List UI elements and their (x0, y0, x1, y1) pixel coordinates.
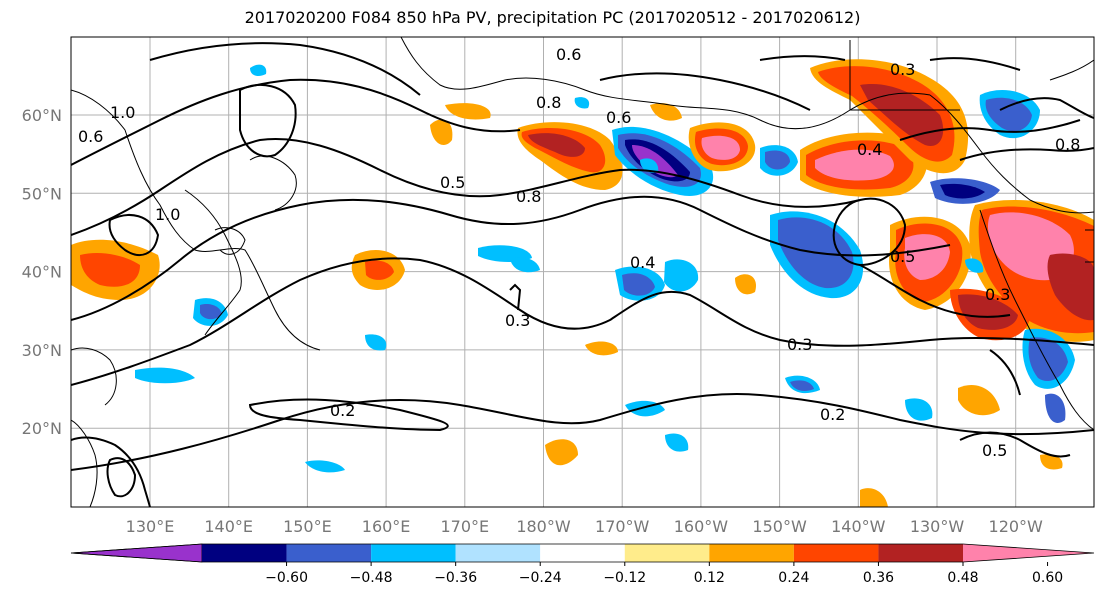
contour-label: 0.8 (536, 93, 561, 112)
colorbar-segment (202, 544, 287, 562)
map-frame (70, 36, 1095, 508)
lon-tick-label: 120°W (989, 517, 1044, 536)
contour-labels: 0.6 0.6 0.8 0.8 1.0 0.5 0.3 0.3 0.2 0.2 … (78, 45, 1080, 460)
colorbar-segment (709, 544, 794, 562)
contour-label: 0.8 (516, 187, 541, 206)
colorbar-label: 0.60 (1032, 570, 1063, 586)
latitude-labels: 60°N 50°N 40°N 30°N 20°N (22, 106, 62, 438)
lon-tick-label: 140°E (204, 517, 253, 536)
colorbar-segment (963, 544, 1094, 562)
contour-label: 0.5 (440, 173, 465, 192)
colorbar-label: −0.60 (265, 570, 308, 586)
contour-label: 0.6 (556, 45, 581, 64)
contour-label: 0.3 (787, 335, 812, 354)
lon-tick-label: 160°W (674, 517, 729, 536)
colorbar-segment (371, 544, 456, 562)
colorbar-label: 0.12 (694, 570, 725, 586)
colorbar-segment (455, 544, 541, 562)
contour-label: 0.2 (820, 405, 845, 424)
lat-tick-label: 50°N (22, 184, 62, 203)
colorbar-segment (540, 544, 625, 562)
colorbar-label: −0.36 (434, 570, 477, 586)
contour-label: 0.3 (890, 60, 915, 79)
contour-label: 0.6 (606, 108, 631, 127)
colorbar-segment (793, 544, 879, 562)
contour-label: 0.8 (1055, 135, 1080, 154)
contour-label: 0.3 (505, 311, 530, 330)
lon-tick-label: 150°W (752, 517, 807, 536)
contour-label: 0.4 (857, 140, 882, 159)
colorbar-label: −0.48 (350, 570, 393, 586)
colorbar-segment (286, 544, 372, 562)
lon-tick-label: 170°E (440, 517, 489, 536)
colorbar-label: −0.24 (519, 570, 562, 586)
lat-tick-label: 40°N (22, 263, 62, 282)
lon-tick-label: 160°E (362, 517, 411, 536)
colorbar-segment (878, 544, 963, 562)
contour-label: 0.3 (985, 285, 1010, 304)
lon-tick-label: 150°E (283, 517, 332, 536)
contour-label: 0.4 (630, 253, 655, 272)
lat-tick-label: 30°N (22, 341, 62, 360)
contour-label: 0.5 (982, 441, 1007, 460)
colorbar: −0.60 −0.48 −0.36 −0.24 −0.12 0.12 0.24 0.36 0.4… (70, 543, 1095, 586)
lon-tick-label: 130°E (126, 517, 175, 536)
colorbar-segment (70, 543, 203, 563)
contour-label: 0.6 (78, 127, 103, 146)
lon-tick-label: 130°W (910, 517, 965, 536)
colorbar-label: 0.36 (863, 570, 894, 586)
colorbar-segment (624, 544, 710, 562)
colorbar-label: −0.12 (603, 570, 646, 586)
colorbar-label: 0.24 (778, 570, 809, 586)
lon-tick-label: 140°W (831, 517, 886, 536)
lon-tick-label: 180°W (516, 517, 571, 536)
colorbar-label: 0.48 (947, 570, 978, 586)
longitude-labels: 130°E 140°E 150°E 160°E 170°E 180°W 170°W 160°W… (126, 517, 1043, 536)
contour-label: 1.0 (155, 205, 180, 224)
lon-tick-label: 170°W (595, 517, 650, 536)
pv-contours (71, 42, 1094, 507)
lat-tick-label: 20°N (22, 419, 62, 438)
lat-tick-label: 60°N (22, 106, 62, 125)
contour-label: 0.5 (890, 247, 915, 266)
colorbar-outline (70, 543, 1095, 563)
map-content: 0.6 0.6 0.8 0.8 1.0 0.5 0.3 0.3 0.2 0.2 … (71, 37, 1094, 507)
page-title: 2017020200 F084 850 hPa PV, precipitatio… (244, 8, 861, 27)
precip-shading (71, 59, 1094, 507)
contour-label: 0.2 (330, 401, 355, 420)
contour-label: 1.0 (110, 103, 135, 122)
